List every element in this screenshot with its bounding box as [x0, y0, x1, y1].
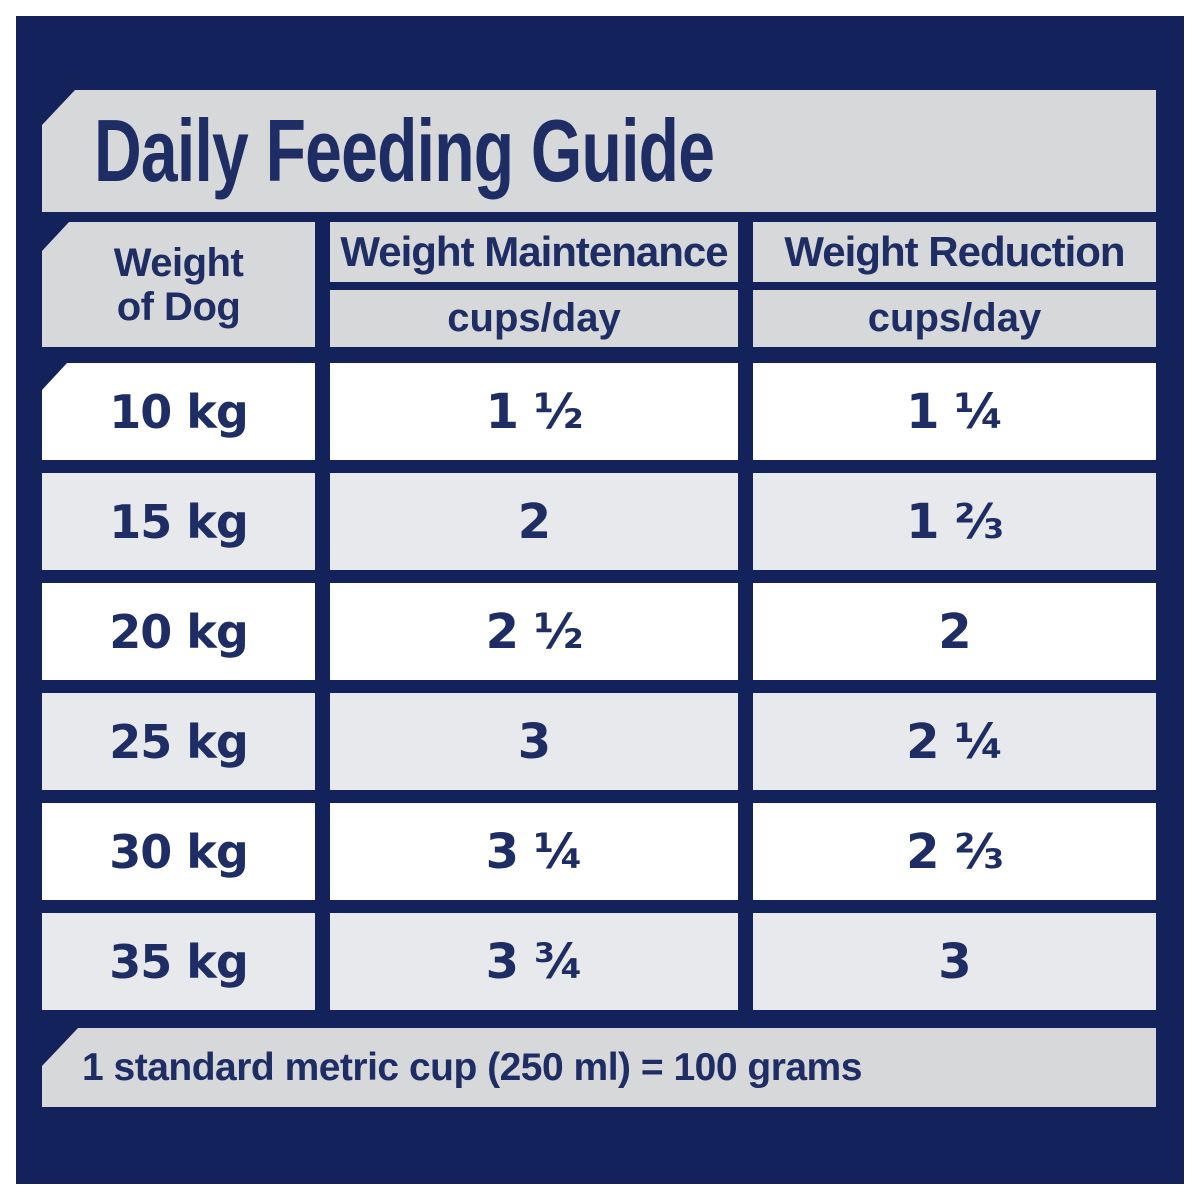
navy-background-panel: Daily Feeding Guide Weight of Dog Weight… [16, 16, 1184, 1184]
reduction-cell-15kg: 1 ⅔ [753, 473, 1156, 570]
weight-reduction-unit: cups/day [753, 290, 1156, 347]
table-body: 10 kg 1 ½ 1 ¼ 15 kg 2 1 ⅔ 20 kg 2 ½ 2 25… [42, 363, 1156, 1010]
weight-cell-35kg: 35 kg [42, 913, 315, 1010]
reduction-cell-35kg: 3 [753, 913, 1156, 1010]
reduction-cell-10kg: 1 ¼ [753, 363, 1156, 460]
reduction-cell-20kg: 2 [753, 583, 1156, 680]
maintenance-cell-15kg: 2 [330, 473, 738, 570]
title-band: Daily Feeding Guide [42, 90, 1156, 212]
weight-cell-30kg: 30 kg [42, 803, 315, 900]
column-header-weight-of-dog: Weight of Dog [42, 222, 315, 347]
column-header-weight-reduction: Weight Reduction cups/day [753, 222, 1156, 347]
weight-cell-20kg: 20 kg [42, 583, 315, 680]
footer-band: 1 standard metric cup (250 ml) = 100 gra… [42, 1028, 1156, 1107]
weight-maintenance-label: Weight Maintenance [330, 222, 738, 282]
table-header-row: Weight of Dog Weight Maintenance cups/da… [42, 222, 1156, 347]
weight-maintenance-unit: cups/day [330, 290, 738, 347]
maintenance-cell-10kg: 1 ½ [330, 363, 738, 460]
maintenance-cell-25kg: 3 [330, 693, 738, 790]
maintenance-cell-35kg: 3 ¾ [330, 913, 738, 1010]
weight-header-line1: Weight [113, 240, 244, 285]
maintenance-cell-30kg: 3 ¼ [330, 803, 738, 900]
weight-reduction-label: Weight Reduction [753, 222, 1156, 282]
page-title: Daily Feeding Guide [94, 101, 715, 200]
maintenance-cell-20kg: 2 ½ [330, 583, 738, 680]
reduction-cell-30kg: 2 ⅔ [753, 803, 1156, 900]
cup-conversion-note: 1 standard metric cup (250 ml) = 100 gra… [82, 1045, 862, 1089]
weight-header-line2: of Dog [116, 284, 241, 329]
weight-cell-25kg: 25 kg [42, 693, 315, 790]
weight-cell-10kg: 10 kg [42, 363, 315, 460]
weight-cell-15kg: 15 kg [42, 473, 315, 570]
column-header-weight-maintenance: Weight Maintenance cups/day [330, 222, 738, 347]
reduction-cell-25kg: 2 ¼ [753, 693, 1156, 790]
